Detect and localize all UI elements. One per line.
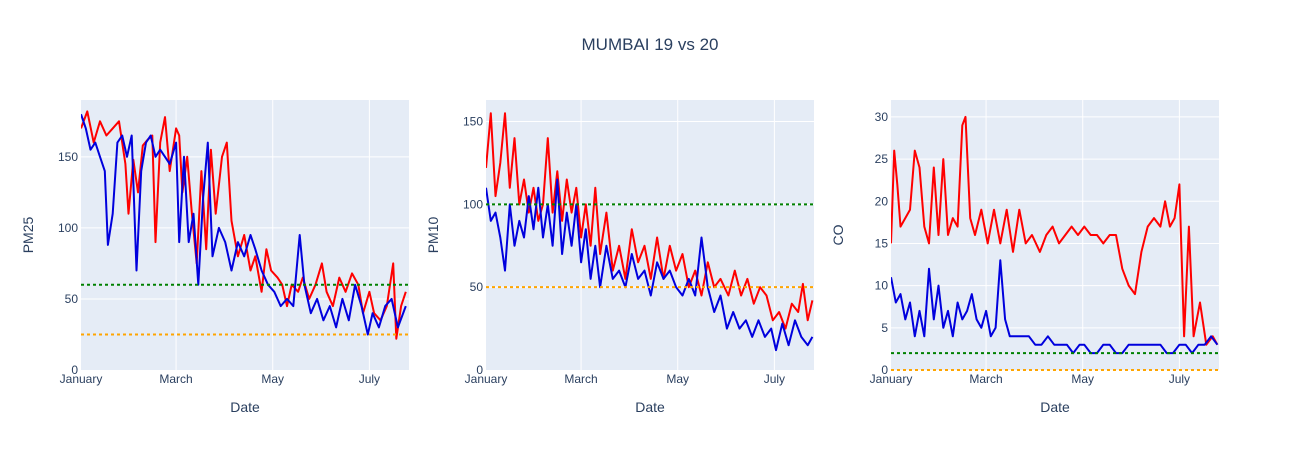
plot-content: [81, 110, 409, 340]
x-tick-label: July: [1169, 372, 1190, 386]
x-tick-label: July: [764, 372, 785, 386]
plot-content: [486, 112, 814, 352]
x-tick-label: May: [666, 372, 689, 386]
y-tick-label: 0: [881, 363, 888, 377]
y-tick-label: 25: [875, 152, 889, 166]
y-tick-label: 20: [875, 194, 889, 208]
y-axis-title: CO: [830, 224, 846, 245]
y-tick-label: 150: [463, 115, 483, 129]
x-tick-label: May: [1071, 372, 1094, 386]
y-tick-label: 0: [476, 363, 483, 377]
y-axis-title: PM25: [20, 217, 36, 254]
series-line-red: [486, 112, 814, 330]
x-tick-label: May: [261, 372, 284, 386]
y-tick-label: 5: [881, 321, 888, 335]
x-tick-label: March: [969, 372, 1002, 386]
y-tick-label: 100: [463, 197, 483, 211]
x-tick-label: January: [870, 372, 913, 386]
y-tick-label: 0: [71, 363, 78, 377]
y-tick-label: 150: [58, 150, 78, 164]
x-tick-label: July: [359, 372, 380, 386]
subplot-1: 0 50 100 150 January March May July Date PM25: [20, 100, 409, 415]
y-tick-label: 30: [875, 110, 889, 124]
series-line-blue: [486, 178, 814, 352]
x-tick-label: January: [60, 372, 103, 386]
y-axis-title: PM10: [425, 217, 441, 254]
y-tick-label: 10: [875, 279, 889, 293]
x-axis-title: Date: [1040, 399, 1070, 415]
chart-title: MUMBAI 19 vs 20: [582, 35, 719, 54]
series-line-red: [891, 115, 1219, 346]
x-tick-label: March: [564, 372, 597, 386]
subplot-3: 0 5 10 15 20 25 30 January March May July Date CO: [830, 100, 1219, 415]
x-axis-title: Date: [230, 399, 260, 415]
series-line-red: [81, 110, 407, 340]
y-tick-label: 15: [875, 236, 889, 250]
y-tick-label: 50: [470, 280, 484, 294]
x-tick-label: March: [159, 372, 192, 386]
subplot-2: 0 50 100 150 January March May July Date PM10: [425, 100, 814, 415]
x-axis-title: Date: [635, 399, 665, 415]
plot-content: [891, 115, 1219, 371]
series-line-blue: [891, 259, 1219, 355]
x-tick-label: January: [465, 372, 508, 386]
plot-area: [486, 100, 814, 370]
series-line-blue: [81, 113, 407, 336]
y-tick-label: 100: [58, 221, 78, 235]
y-tick-label: 50: [65, 292, 79, 306]
